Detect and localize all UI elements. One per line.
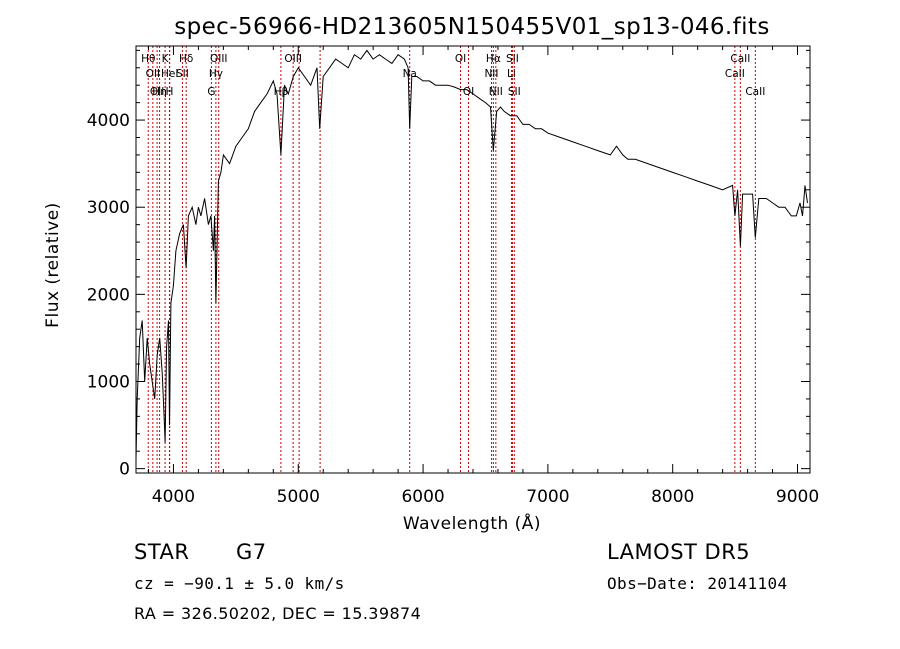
x-axis-label: Wavelength (Å)	[403, 512, 541, 534]
line-label: Hγ	[209, 68, 223, 80]
line-label: OIII	[210, 53, 228, 65]
spectrum-line	[135, 49, 808, 460]
line-label: OII	[150, 86, 164, 98]
line-markers	[147, 46, 756, 473]
line-label: NII	[484, 68, 498, 80]
line-label: K	[162, 53, 170, 65]
y-tick-label: 4000	[87, 111, 130, 131]
line-label: SII	[176, 68, 189, 80]
coordinates: RA = 326.50202, DEC = 15.39874	[134, 604, 422, 623]
line-label: OI	[463, 86, 474, 98]
x-tick-label: 7000	[526, 487, 569, 507]
line-label: G	[207, 86, 215, 98]
line-label: OII	[146, 68, 160, 80]
y-axis-label: Flux (relative)	[43, 202, 63, 328]
line-label: NII	[489, 86, 503, 98]
redshift-cz: cz = −90.1 ± 5.0 km/s	[134, 574, 345, 593]
obs-date: Obs−Date: 20141104	[607, 574, 788, 593]
y-tick-label: 1000	[87, 373, 130, 393]
line-label: CaII	[745, 86, 765, 98]
line-label: Hδ	[179, 53, 193, 65]
line-label: Li	[507, 68, 516, 80]
plot-frame	[135, 45, 811, 474]
line-label: SII	[506, 53, 519, 65]
x-tick-label: 4000	[152, 487, 195, 507]
y-tick-label: 2000	[87, 285, 130, 305]
line-label: Na	[403, 68, 417, 80]
line-label: OIII	[284, 53, 302, 65]
y-axis-ticks: 0 1000 2000 3000 4000	[87, 49, 810, 480]
line-labels: HθOIIOIIHηKHHeISIIHδGHγOIIIHβOIIINaOIOIN…	[141, 53, 765, 98]
object-class: STAR	[134, 540, 190, 564]
line-label: Hα	[486, 53, 501, 65]
line-label: Hη	[152, 86, 167, 98]
chart-title: spec-56966-HD213605N150455V01_sp13-046.f…	[174, 14, 770, 40]
survey-name: LAMOST DR5	[607, 540, 751, 564]
y-tick-label: 0	[119, 460, 130, 480]
x-tick-label: 5000	[277, 487, 320, 507]
line-label: CaII	[730, 53, 750, 65]
line-label: Hθ	[141, 53, 155, 65]
line-label: H	[165, 86, 173, 98]
x-tick-label: 9000	[776, 487, 819, 507]
line-label: CaII	[725, 68, 745, 80]
object-subclass: G7	[236, 540, 267, 564]
line-label: HeI	[161, 68, 178, 80]
x-axis-ticks: 4000 5000 6000 7000 8000 9000	[147, 46, 819, 507]
x-tick-label: 6000	[401, 487, 444, 507]
line-label: SII	[508, 86, 521, 98]
x-tick-label: 8000	[651, 487, 694, 507]
line-label: OI	[455, 53, 466, 65]
y-tick-label: 3000	[87, 198, 130, 218]
